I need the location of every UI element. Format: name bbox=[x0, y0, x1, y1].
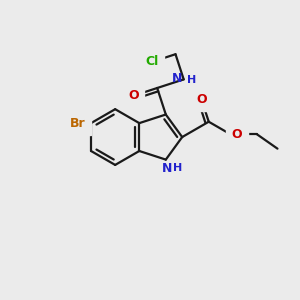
Text: Br: Br bbox=[70, 117, 86, 130]
Text: O: O bbox=[196, 93, 207, 106]
Text: O: O bbox=[128, 89, 139, 102]
Text: N: N bbox=[162, 162, 172, 175]
Text: Cl: Cl bbox=[145, 56, 158, 68]
Text: H: H bbox=[187, 75, 196, 85]
Text: N: N bbox=[172, 72, 183, 85]
Text: O: O bbox=[232, 128, 242, 141]
Text: H: H bbox=[173, 163, 182, 172]
